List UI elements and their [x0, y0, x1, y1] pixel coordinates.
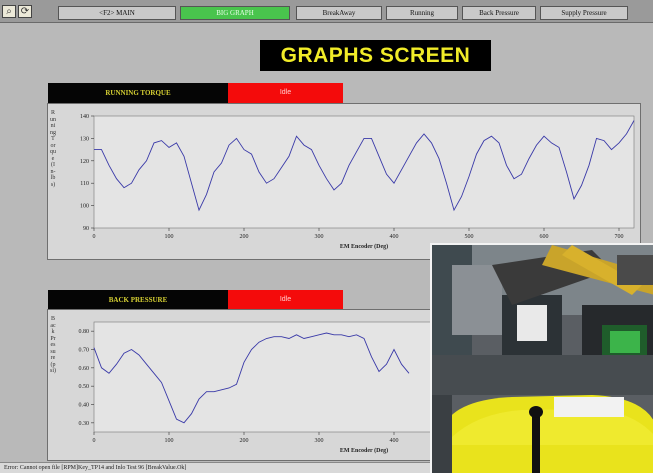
- graph2-y-axis-label: Back Pressure (psi): [50, 316, 56, 374]
- running-torque-y-tick-label: 140: [80, 114, 89, 120]
- graph1-header: RUNNING TORQUE: [48, 83, 228, 103]
- running-torque-x-tick-label: 400: [390, 234, 399, 240]
- graph2-header: BACK PRESSURE: [48, 290, 228, 310]
- running-torque-y-tick-label: 130: [80, 136, 89, 142]
- tab-running[interactable]: Running: [386, 6, 458, 20]
- running-torque-plot-frame: [93, 115, 635, 229]
- status-bar: Error: Cannot open file [RPM]Key_TP14 an…: [0, 462, 653, 473]
- running-torque-y-tick-label: 110: [80, 181, 89, 187]
- back-pressure-y-tick-label: 0.60: [79, 366, 90, 372]
- equipment-photo: [430, 243, 653, 473]
- tab-breakaway[interactable]: BreakAway: [296, 6, 382, 20]
- back-pressure-x-tick-label: 400: [390, 438, 399, 444]
- back-pressure-x-axis-label: EM Encoder (Deg): [340, 447, 388, 454]
- search-icon[interactable]: ⌕: [2, 5, 16, 18]
- page-title: GRAPHS SCREEN: [260, 40, 491, 71]
- tab-big-graph[interactable]: BIG GRAPH: [180, 6, 290, 20]
- back-pressure-x-tick-label: 300: [315, 438, 324, 444]
- toolbar: ⌕ ⟳ <F2> MAIN BIG GRAPH BreakAway Runnin…: [0, 0, 653, 23]
- running-torque-y-tick-label: 120: [80, 159, 89, 165]
- running-torque-x-tick-label: 300: [315, 234, 324, 240]
- running-torque-chart: 90 100 110 120 130 140 0 100 200 300 400 500 600 700 E…: [80, 114, 635, 250]
- graph2-status-badge: Idle: [228, 290, 343, 310]
- back-pressure-y-tick-label: 0.30: [79, 421, 90, 427]
- running-torque-series-line: [94, 120, 635, 212]
- running-torque-x-tick-label: 600: [540, 234, 549, 240]
- tab-supply-pressure[interactable]: Supply Pressure: [540, 6, 628, 20]
- back-pressure-x-tick-label: 100: [165, 438, 174, 444]
- graph1-plot-area: Running Torque (In-lbs) 90 100 110 120 130 14…: [47, 103, 641, 260]
- equipment-photo-image: [432, 245, 653, 473]
- running-torque-x-tick-label: 100: [165, 234, 174, 240]
- running-torque-x-tick-label: 500: [465, 234, 474, 240]
- back-pressure-x-tick-label: 0: [93, 438, 96, 444]
- graph1-y-axis-label: Running Torque (In-lbs): [50, 110, 56, 188]
- back-pressure-y-tick-label: 0.50: [79, 384, 90, 390]
- back-pressure-x-tick-label: 200: [240, 438, 249, 444]
- graph1-status-badge: Idle: [228, 83, 343, 103]
- running-torque-y-tick-label: 100: [80, 204, 89, 210]
- back-pressure-y-tick-label: 0.40: [79, 403, 90, 409]
- back-pressure-y-tick-label: 0.70: [79, 348, 90, 354]
- tab-main[interactable]: <F2> MAIN: [58, 6, 176, 20]
- running-torque-x-tick-label: 0: [93, 234, 96, 240]
- back-pressure-series-line: [93, 332, 410, 424]
- refresh-icon[interactable]: ⟳: [18, 5, 32, 18]
- tab-back-pressure[interactable]: Back Pressure: [462, 6, 536, 20]
- running-torque-x-tick-label: 200: [240, 234, 249, 240]
- running-torque-x-axis-label: EM Encoder (Deg): [340, 243, 388, 250]
- running-torque-y-tick-label: 90: [83, 226, 89, 232]
- running-torque-x-tick-label: 700: [615, 234, 624, 240]
- back-pressure-y-tick-label: 0.80: [79, 329, 90, 335]
